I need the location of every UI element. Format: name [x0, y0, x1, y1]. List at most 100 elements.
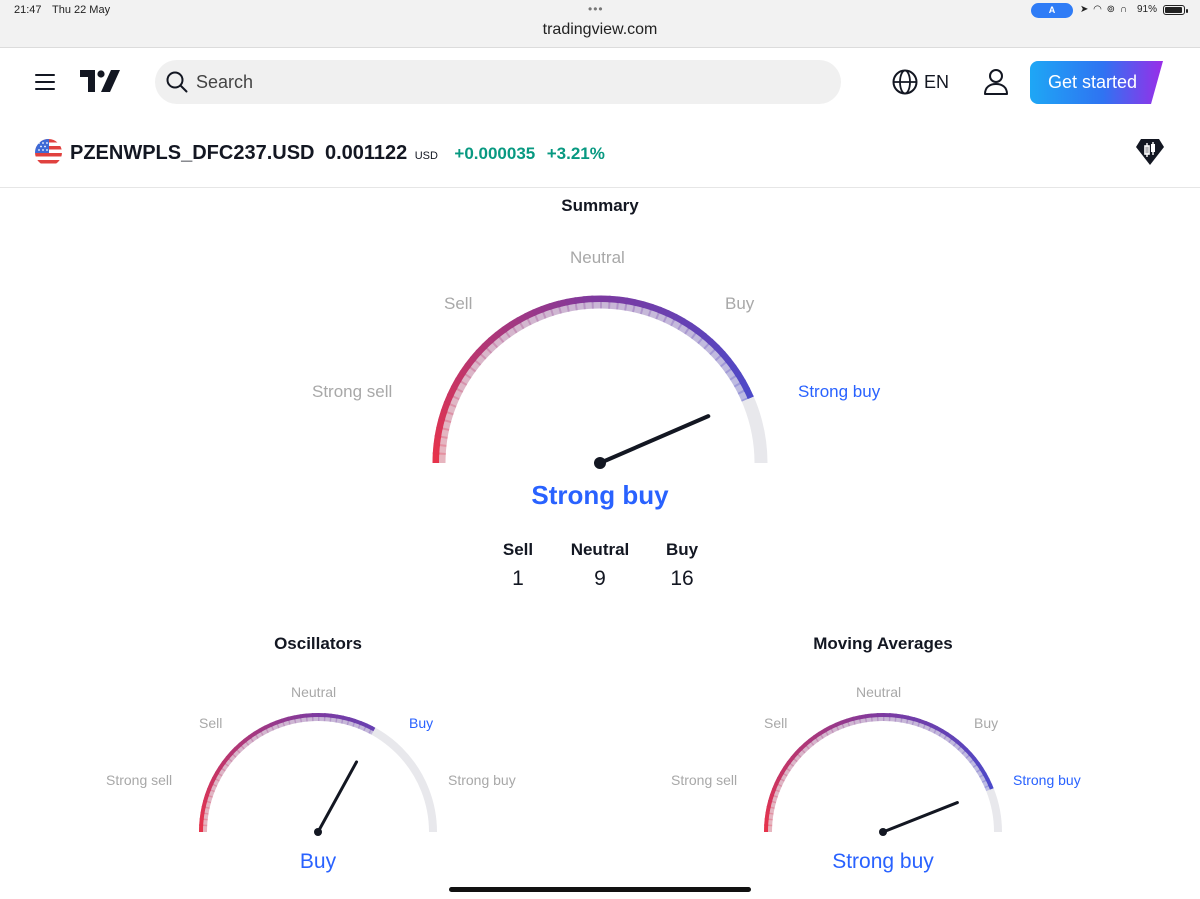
gauge-fill-segment-light: [906, 719, 915, 726]
gauge-fill-segment-light: [480, 347, 493, 360]
home-indicator[interactable]: [449, 887, 751, 892]
browser-status-bar: 21:47 Thu 22 May ••• tradingview.com A ➤…: [0, 0, 1200, 48]
gauge-fill-segment-light: [294, 718, 303, 724]
search-bar[interactable]: [155, 60, 841, 104]
gauge-fill-segment-light: [241, 741, 250, 750]
gauge-fill-segment-light: [440, 427, 450, 439]
gauge-fill-segment-light: [608, 302, 619, 310]
gauge-fill-segment-light: [452, 388, 464, 401]
summary-count-buy: Buy 16: [652, 540, 712, 591]
oscillators-label-neutral: Neutral: [291, 684, 337, 700]
summary-label-strong-buy: Strong buy: [798, 382, 881, 401]
us-flag-icon: [35, 139, 62, 166]
gauge-fill-segment-light: [806, 741, 815, 750]
tradingview-logo[interactable]: [80, 70, 120, 92]
gauge-fill-segment-light: [771, 795, 778, 804]
gauge-fill-segment-light: [208, 789, 215, 798]
gauge-fill-segment-light: [789, 758, 798, 767]
gauge-fill-segment-light: [203, 818, 208, 827]
gauge-fill-segment-light: [250, 734, 259, 743]
globe-icon[interactable]: [892, 69, 918, 95]
gauge-fill-segment-light: [206, 795, 213, 804]
summary-gauge: [432, 295, 768, 469]
gauge-fill-segment-light: [276, 722, 286, 729]
multitask-dots-icon[interactable]: •••: [588, 2, 604, 16]
address-bar-url[interactable]: tradingview.com: [542, 21, 658, 38]
summary-label-buy: Buy: [725, 294, 755, 313]
gauge-fill-segment-light: [232, 749, 241, 758]
oscillators-result: Buy: [299, 850, 337, 873]
summary-label-sell: Sell: [444, 294, 473, 313]
gauge-fill-segment-light: [260, 728, 269, 736]
symbol-price: 0.001122: [324, 142, 408, 164]
gauge-fill-segment-light: [783, 768, 791, 777]
symbol-header: PZENWPLS_DFC237.USD 0.001122 USD +0.0000…: [70, 142, 605, 165]
gauge-fill-segment-light: [729, 375, 741, 388]
search-input[interactable]: [196, 60, 796, 104]
price-change-percent: +3.21%: [546, 144, 605, 163]
count-buy-value: 16: [670, 567, 694, 590]
gauge-fill-segment-light: [228, 753, 237, 763]
gauge-fill-segment-light: [888, 717, 897, 722]
gauge-fill-segment-light: [741, 397, 748, 402]
gauge-fill-segment-light: [820, 731, 829, 739]
gauge-fill-segment-light: [911, 720, 920, 727]
gauge-fill-segment-light: [797, 749, 806, 758]
gauge-fill-segment-light: [449, 395, 460, 408]
symbol-name[interactable]: PZENWPLS_DFC237.USD: [70, 142, 315, 164]
gauge-fill-segment-light: [979, 774, 987, 783]
gauge-fill-segment-light: [865, 717, 873, 723]
oscillators-label-strong-buy: Strong buy: [448, 772, 516, 788]
gauge-fill-segment-light: [224, 758, 233, 767]
gauge-fill-segment-light: [801, 745, 810, 754]
gauge-fill-segment-light: [492, 336, 505, 349]
gauge-fill-segment-light: [212, 778, 220, 787]
summary-label-neutral: Neutral: [570, 248, 625, 267]
gauge-fill-segment-light: [655, 312, 668, 323]
gauge-fill-segment-light: [677, 323, 690, 335]
gauge-fill-segment-light: [733, 382, 745, 395]
gauge-fill-segment-light: [346, 720, 355, 727]
status-icons: ➤ ◠ ⊚ ∩: [1080, 4, 1129, 15]
candlestick-gem-icon[interactable]: [1135, 138, 1165, 166]
oscillators-label-sell: Sell: [199, 715, 223, 731]
gauge-fill-segment-light: [574, 302, 586, 311]
user-icon[interactable]: [983, 68, 1009, 96]
gauge-fill-segment-light: [943, 735, 952, 744]
gauge-fill-segment-light: [474, 353, 487, 366]
gauge-fill-segment-light: [697, 337, 710, 350]
gauge-fill-segment: [988, 783, 994, 790]
summary-title: Summary: [561, 196, 639, 215]
get-started-button[interactable]: Get started: [1030, 61, 1163, 104]
gauge-fill-segment-light: [300, 717, 308, 723]
gauge-fill-segment-light: [205, 800, 212, 809]
gauge-fill-segment-light: [917, 722, 926, 729]
gauge-needle: [316, 760, 359, 834]
count-sell-value: 1: [512, 567, 524, 590]
gauge-fill-segment-light: [976, 769, 984, 778]
gauge-fill-segment-light: [498, 331, 511, 343]
gauge-fill-segment-light: [662, 315, 675, 327]
count-buy-label: Buy: [665, 540, 699, 559]
moving-averages-gauge: [764, 713, 1002, 836]
gauge-fill-segment-light: [203, 812, 209, 821]
gauge-fill-segment-light: [446, 403, 457, 416]
gauge-fill-segment-light: [323, 717, 332, 722]
gauge-fill-segment: [370, 725, 376, 732]
gauge-fill-segment-light: [928, 726, 937, 734]
gauge-fill-segment-light: [204, 806, 210, 815]
gauge-fill-segment-light: [550, 306, 562, 317]
gauge-needle-hub: [314, 828, 322, 836]
gauge-fill-segment-light: [981, 779, 989, 789]
gauge-fill-segment-light: [768, 818, 773, 827]
gauge-fill-segment-light: [933, 729, 942, 737]
gauge-fill-segment-light: [724, 368, 737, 381]
menu-icon[interactable]: [35, 74, 55, 90]
status-time: 21:47: [14, 4, 42, 16]
gauge-fill-segment-light: [703, 343, 716, 356]
gauge-fill-segment-light: [952, 742, 962, 751]
gauge-fill-segment-light: [841, 722, 851, 729]
gauge-fill-segment-light: [288, 719, 297, 725]
gauge-fill-segment-light: [305, 717, 314, 722]
language-selector[interactable]: EN: [924, 72, 950, 92]
